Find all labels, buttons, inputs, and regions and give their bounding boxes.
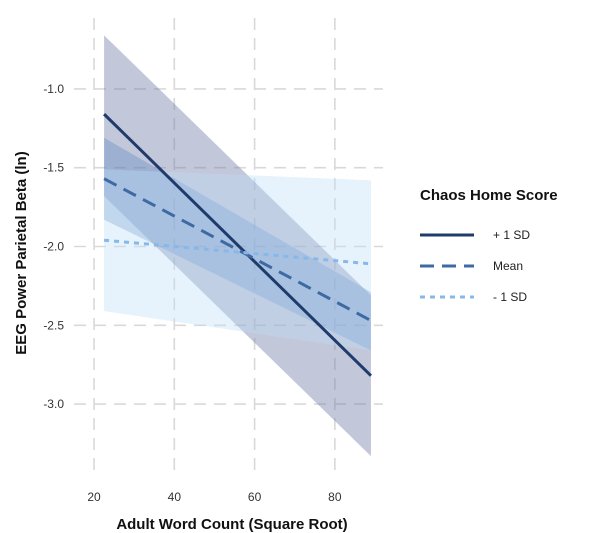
- regression-lines: [103, 113, 373, 377]
- series-line: [103, 238, 372, 266]
- legend-label: Mean: [493, 259, 523, 273]
- x-tick-label: 80: [328, 490, 342, 504]
- confidence-band: [104, 169, 371, 351]
- y-tick-label: -1.0: [43, 82, 64, 96]
- x-tick-label: 60: [248, 490, 262, 504]
- y-tick-label: -2.5: [43, 318, 64, 332]
- legend-title: Chaos Home Score: [420, 187, 558, 204]
- series-line: [103, 177, 372, 322]
- x-axis-title: Adult Word Count (Square Root): [116, 516, 347, 533]
- legend-label: - 1 SD: [493, 290, 527, 304]
- series-line: [103, 113, 373, 377]
- x-tick-label: 20: [87, 490, 101, 504]
- y-tick-label: -3.0: [43, 397, 64, 411]
- y-tick-label: -2.0: [43, 240, 64, 254]
- legend-label: + 1 SD: [493, 228, 530, 242]
- y-axis-title: EEG Power Parietal Beta (ln): [13, 151, 30, 354]
- x-tick-label: 40: [168, 490, 182, 504]
- y-tick-label: -1.5: [43, 161, 64, 175]
- legend: Chaos Home Score + 1 SD Mean - 1 SD: [420, 187, 558, 304]
- tick-labels: 20 40 60 80 -1.0 -1.5 -2.0 -2.5 -3.0: [43, 82, 342, 504]
